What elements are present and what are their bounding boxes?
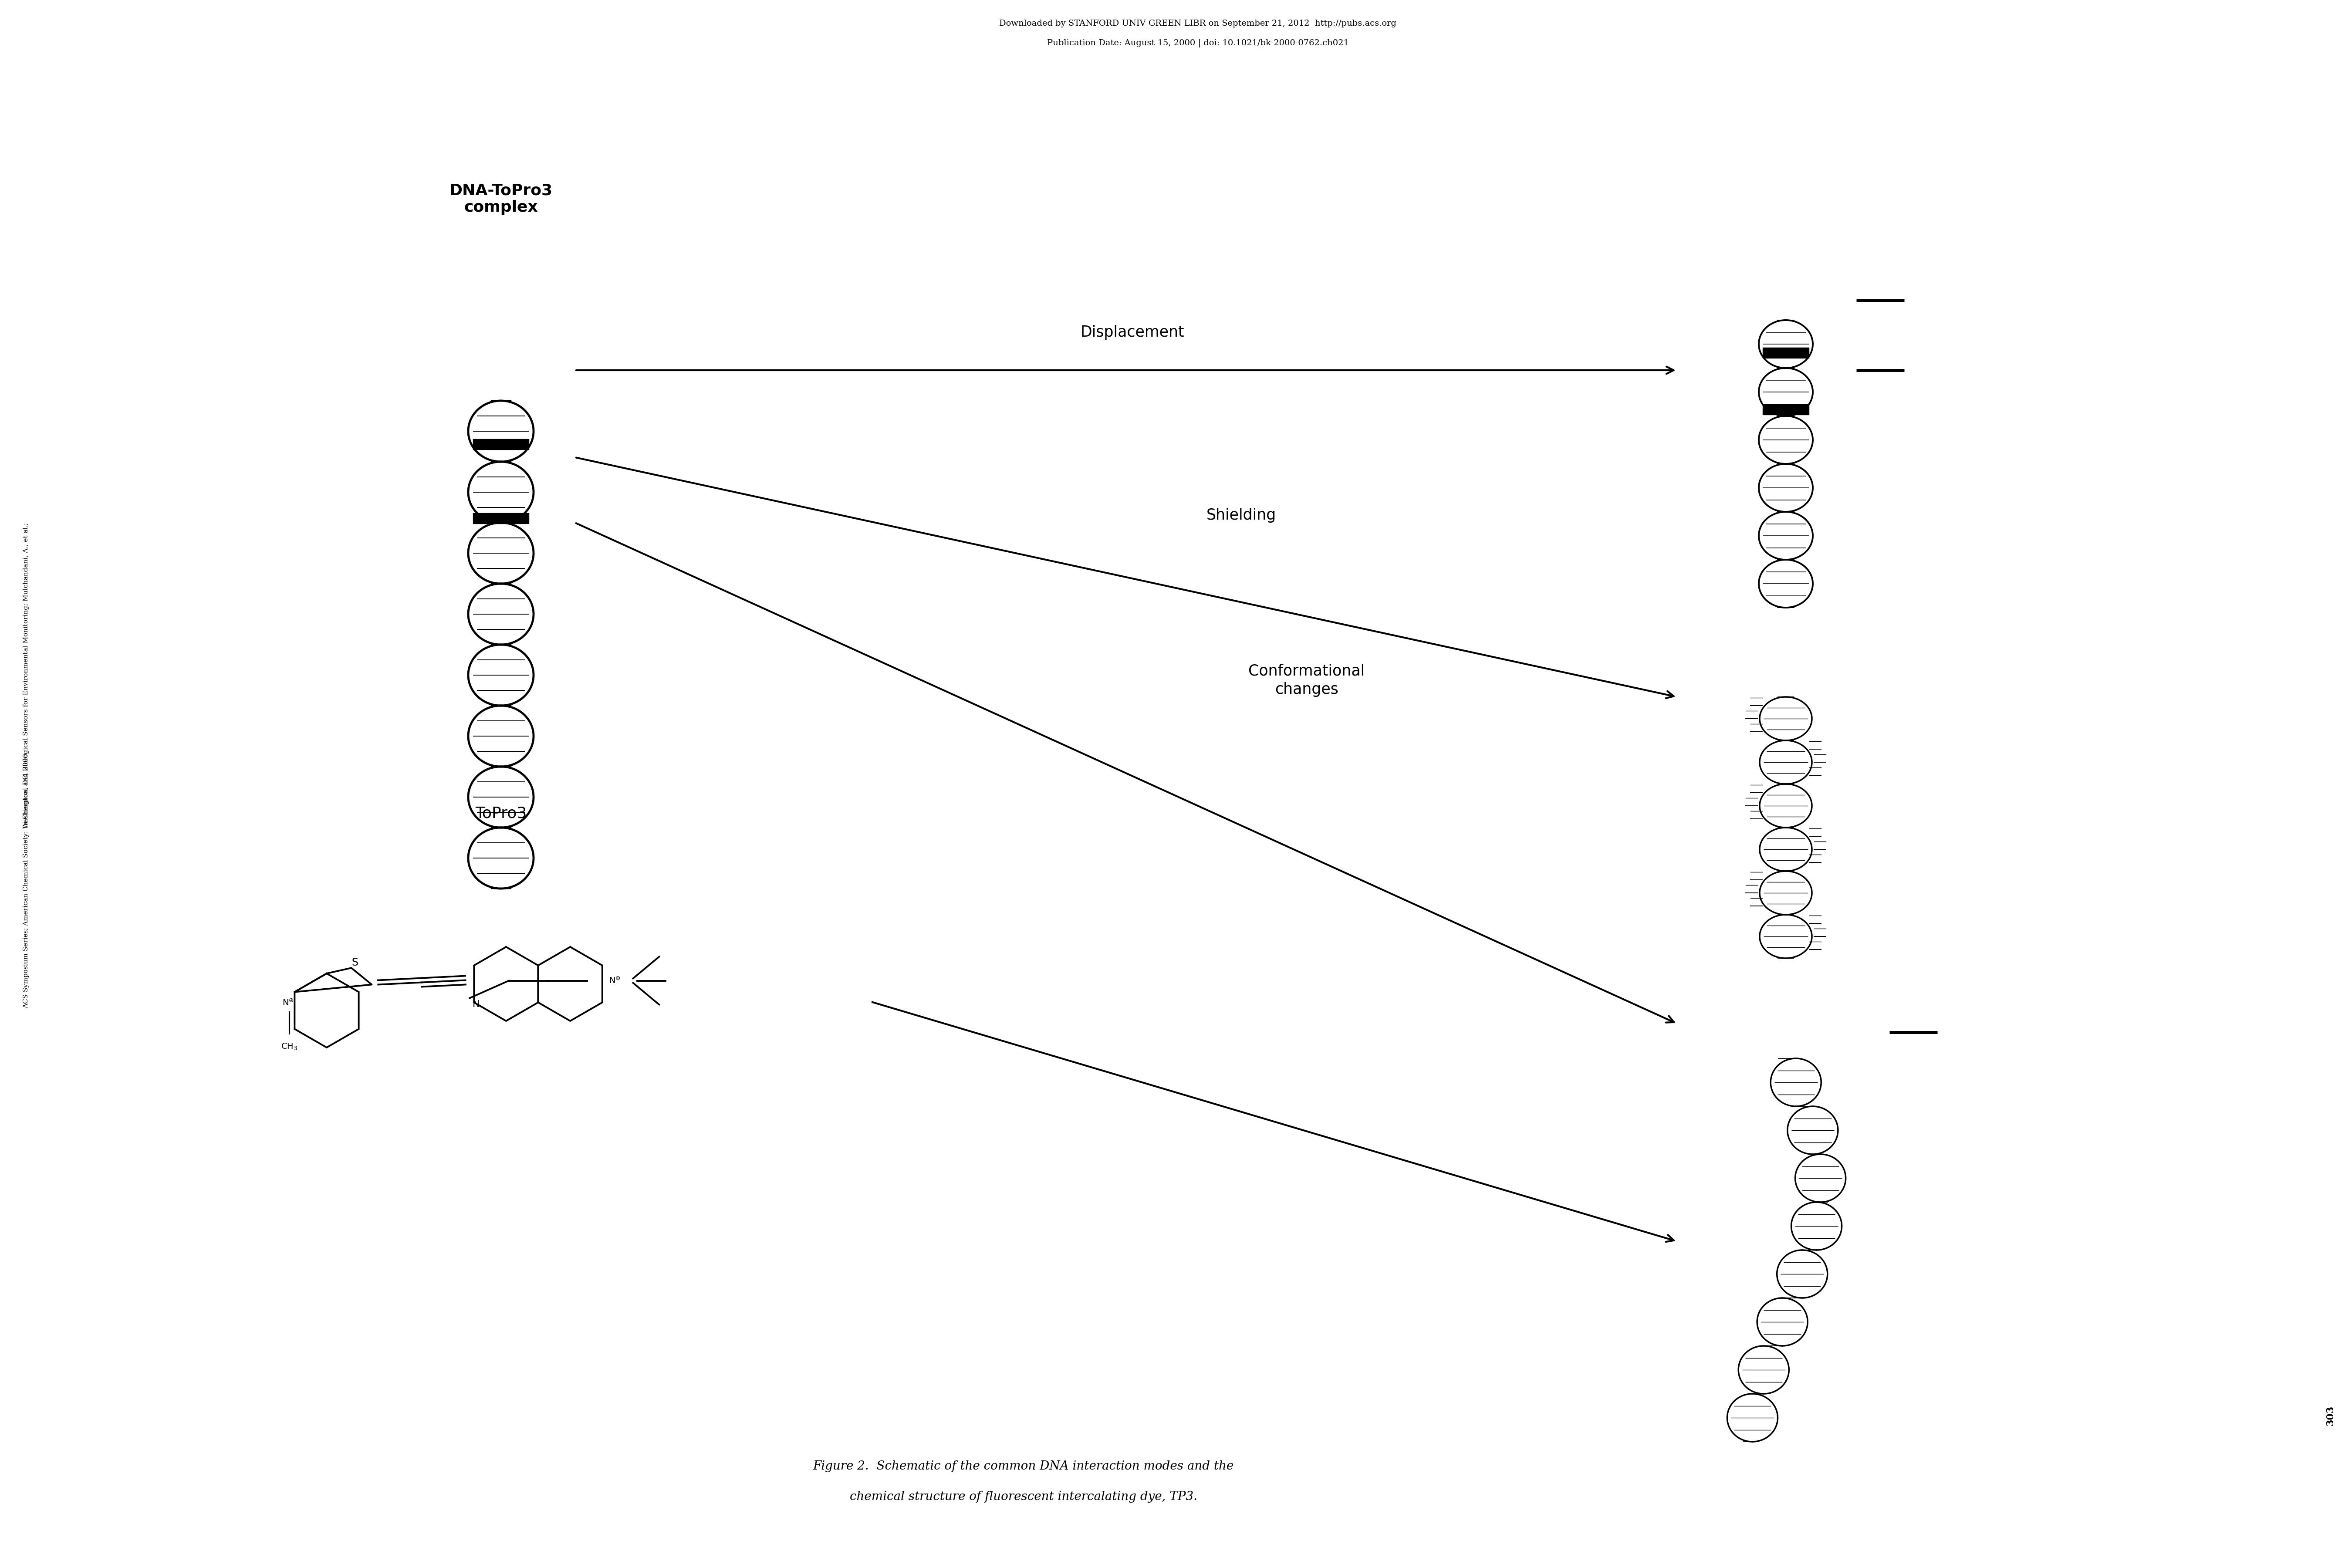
- Text: ACS Symposium Series; American Chemical Society: Washington, DC, 2000.: ACS Symposium Series; American Chemical …: [24, 751, 28, 1008]
- Text: In Chemical and Biological Sensors for Environmental Monitoring; Mulchandani, A.: In Chemical and Biological Sensors for E…: [24, 522, 28, 828]
- Text: DNA-ToPro3
complex: DNA-ToPro3 complex: [449, 183, 553, 215]
- Text: Publication Date: August 15, 2000 | doi: 10.1021/bk-2000-0762.ch021: Publication Date: August 15, 2000 | doi:…: [1047, 39, 1348, 47]
- Text: CH$_3$: CH$_3$: [282, 1043, 299, 1051]
- Text: N$^{\oplus}$: N$^{\oplus}$: [282, 999, 294, 1007]
- Text: 303: 303: [2326, 1405, 2336, 1425]
- Text: N: N: [473, 1000, 480, 1008]
- Text: Figure 2.  Schematic of the common DNA interaction modes and the: Figure 2. Schematic of the common DNA in…: [814, 1460, 1235, 1472]
- Text: S: S: [350, 958, 358, 967]
- Text: chemical structure of fluorescent intercalating dye, TP3.: chemical structure of fluorescent interc…: [849, 1491, 1197, 1502]
- Text: Shielding: Shielding: [1207, 508, 1277, 522]
- Text: Conformational
changes: Conformational changes: [1249, 663, 1364, 696]
- Text: N$^{\oplus}$: N$^{\oplus}$: [609, 977, 621, 985]
- Text: ToPro3: ToPro3: [475, 806, 527, 820]
- Text: Displacement: Displacement: [1080, 325, 1185, 340]
- Text: Downloaded by STANFORD UNIV GREEN LIBR on September 21, 2012  http://pubs.acs.or: Downloaded by STANFORD UNIV GREEN LIBR o…: [1000, 20, 1397, 28]
